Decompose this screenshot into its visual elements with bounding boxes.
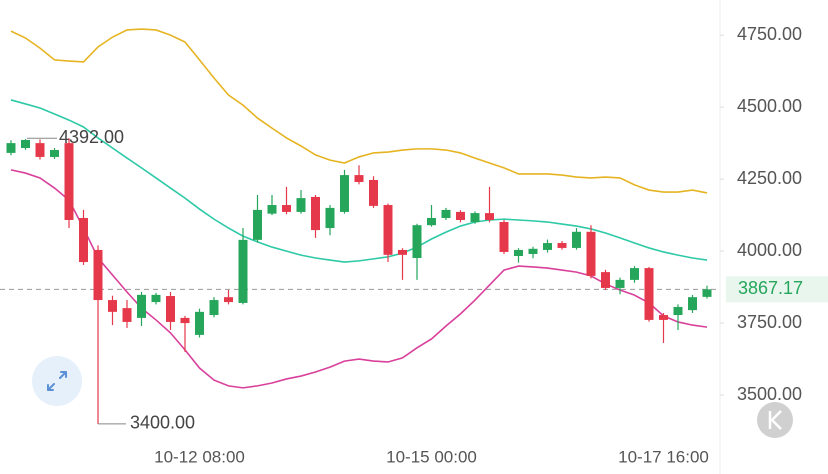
candle-body [615,279,625,288]
candle-body [209,300,219,316]
candle-body [456,211,465,220]
candle-body [166,296,175,322]
candles [6,138,712,424]
last-price-label: 3867.17 [738,278,803,298]
candle-body [398,249,407,255]
candle-body [325,207,335,229]
candle-body [702,289,712,297]
candle-body [122,308,132,322]
expand-icon[interactable] [47,371,67,391]
y-tick-label: 3750.00 [737,312,802,332]
candle-body [64,143,74,220]
candle-body [528,248,538,254]
candle-body [108,300,117,312]
candle-body [441,209,451,218]
candle-body [688,297,697,311]
candle-body [470,213,480,223]
candle-body [238,239,248,303]
candle-body [311,196,320,231]
candle-body [195,311,204,335]
candle-body [93,249,103,301]
candle-body [369,179,378,206]
candle-body [21,139,30,149]
candle-body [35,143,45,157]
candle-body [572,231,581,248]
candle-body [137,294,146,318]
candle-body [659,315,668,320]
min-label: 3400.00 [130,413,195,433]
k-button-bg[interactable] [757,402,793,438]
y-tick-label: 4250.00 [737,168,802,188]
candle-body [601,272,610,288]
candle-body [427,217,436,226]
x-tick-label: 10-15 00:00 [386,447,477,466]
x-tick-label: 10-17 16:00 [618,447,709,466]
expand-button-bg[interactable] [32,356,82,406]
candle-body [50,150,59,157]
band-line [10,28,708,194]
candle-body [224,297,233,303]
candle-body [180,317,190,324]
max-label: 4392.00 [59,127,124,147]
k-icon[interactable] [768,410,782,430]
candle-body [296,198,306,212]
x-tick-label: 10-12 08:00 [154,447,245,466]
candle-body [6,143,16,153]
candle-body [253,209,262,240]
y-tick-label: 4000.00 [737,240,802,260]
candle-body [151,294,161,303]
candle-body [499,222,509,252]
y-tick-label: 4500.00 [737,96,802,116]
y-tick-label: 3500.00 [737,384,802,404]
candle-body [267,205,277,214]
candle-body [514,249,523,256]
k-button[interactable] [757,402,793,438]
candle-body [79,217,88,263]
y-tick-label: 4750.00 [737,24,802,44]
candle-body [557,243,567,248]
candle-body [485,213,494,220]
candle-body [354,175,364,182]
last-price-bg [726,276,828,303]
candle-body [383,205,393,255]
candle-body [543,243,552,250]
candle-body [586,231,596,276]
expand-button[interactable] [32,356,82,406]
candle-body [644,268,654,320]
candle-body [630,268,639,280]
candle-body [340,175,349,212]
candle-body [673,306,683,316]
candle-body [412,225,422,259]
candle-body [282,205,291,212]
